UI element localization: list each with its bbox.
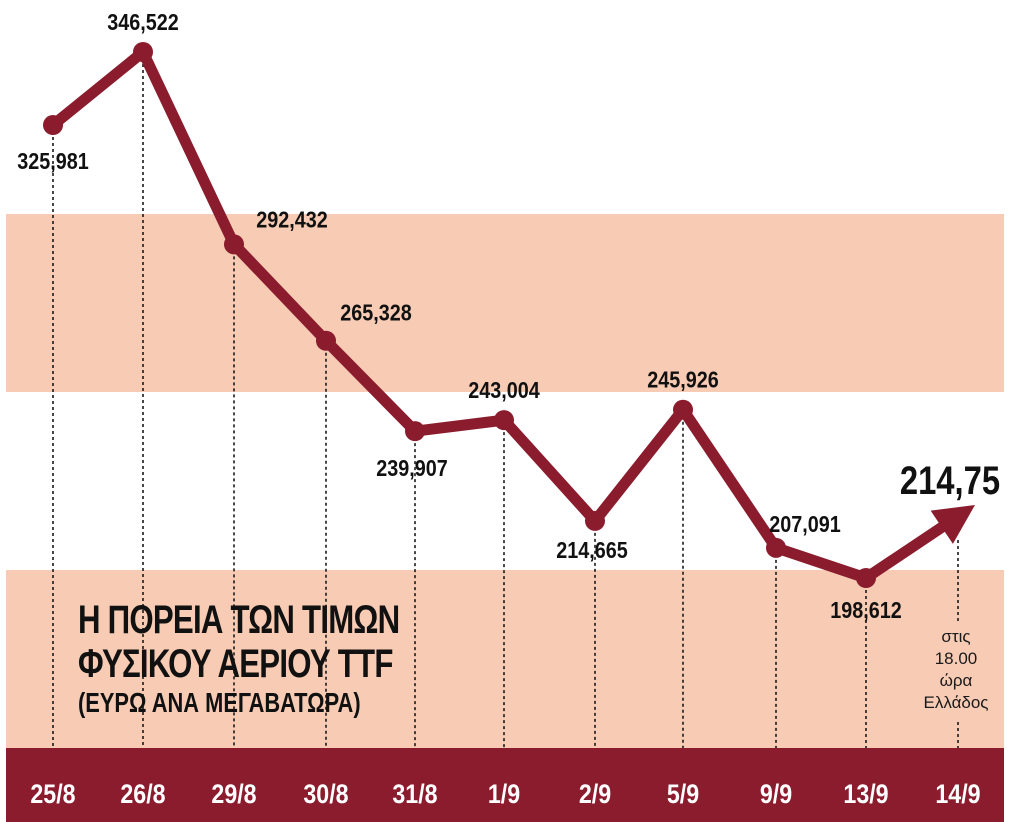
data-label-14-9: 214,75 [900,458,1000,503]
date-tick-labels: 25/8 26/8 29/8 30/8 31/8 1/9 2/9 5/9 9/9 13/9 14/9 [30,779,980,809]
point-marker-14-9 [930,505,975,544]
data-label-31-8: 239,907 [376,456,447,482]
data-label-13-9: 198,612 [830,598,902,624]
data-label-30-8: 265,328 [340,300,412,326]
tick-label-26-8: 26/8 [120,779,165,809]
point-marker-30-8 [316,330,336,351]
tick-label-13-9: 13/9 [843,779,888,809]
data-labels: 325,981 346,522 292,432 265,328 239,907 243,0… [17,10,1000,624]
point-marker-9-9 [766,537,786,558]
point-marker-31-8 [405,421,425,442]
title-line-2: ΦΥΣΙΚΟΥ ΑΕΡΙΟΥ TTF [78,642,393,686]
date-axis-bar [6,748,1004,822]
data-label-1-9: 243,004 [468,378,540,404]
point-marker-25-8 [43,115,63,136]
point-marker-1-9 [494,410,514,431]
tick-label-30-8: 30/8 [303,779,348,809]
point-marker-29-8 [224,234,244,255]
tick-label-31-8: 31/8 [392,779,437,809]
point-marker-13-9 [856,568,876,588]
point-marker-2-9 [585,510,605,531]
data-label-26-8: 346,522 [107,10,179,36]
chart-title: Η ΠΟΡΕΙΑ ΤΩΝ ΤΙΜΩΝ ΦΥΣΙΚΟΥ ΑΕΡΙΟΥ TTF (Ε… [78,598,490,720]
point-marker-26-8 [133,42,153,62]
tick-label-2-9: 2/9 [579,779,611,809]
guide-lines [52,52,959,748]
data-label-25-8: 325,981 [17,149,89,175]
note-line-1: στις [941,627,971,646]
data-label-9-9: 207,091 [769,511,841,537]
note-line-3: ώρα [939,671,973,690]
data-label-29-8: 292,432 [256,207,328,233]
note-line-2: 18.00 [934,649,978,668]
background-bands [6,214,1004,748]
band-1 [6,214,1004,392]
band-2 [6,570,1004,748]
price-series [43,42,975,588]
title-line-1: Η ΠΟΡΕΙΑ ΤΩΝ ΤΙΜΩΝ [78,598,400,642]
title-units: (ΕΥΡΩ ΑΝΑ ΜΕΓΑΒΑΤΩΡΑ) [78,687,361,718]
time-note: στις 18.00 ώρα Ελλάδος [906,626,1006,714]
note-line-4: Ελλάδος [923,693,989,712]
tick-label-5-9: 5/9 [667,779,699,809]
tick-label-1-9: 1/9 [488,779,520,809]
data-label-2-9: 214,665 [556,538,628,564]
tick-label-14-9: 14/9 [935,779,980,809]
data-label-5-9: 245,926 [647,367,719,393]
tick-label-25-8: 25/8 [30,779,75,809]
point-marker-5-9 [673,399,693,420]
tick-label-29-8: 29/8 [211,779,256,809]
tick-label-9-9: 9/9 [760,779,792,809]
